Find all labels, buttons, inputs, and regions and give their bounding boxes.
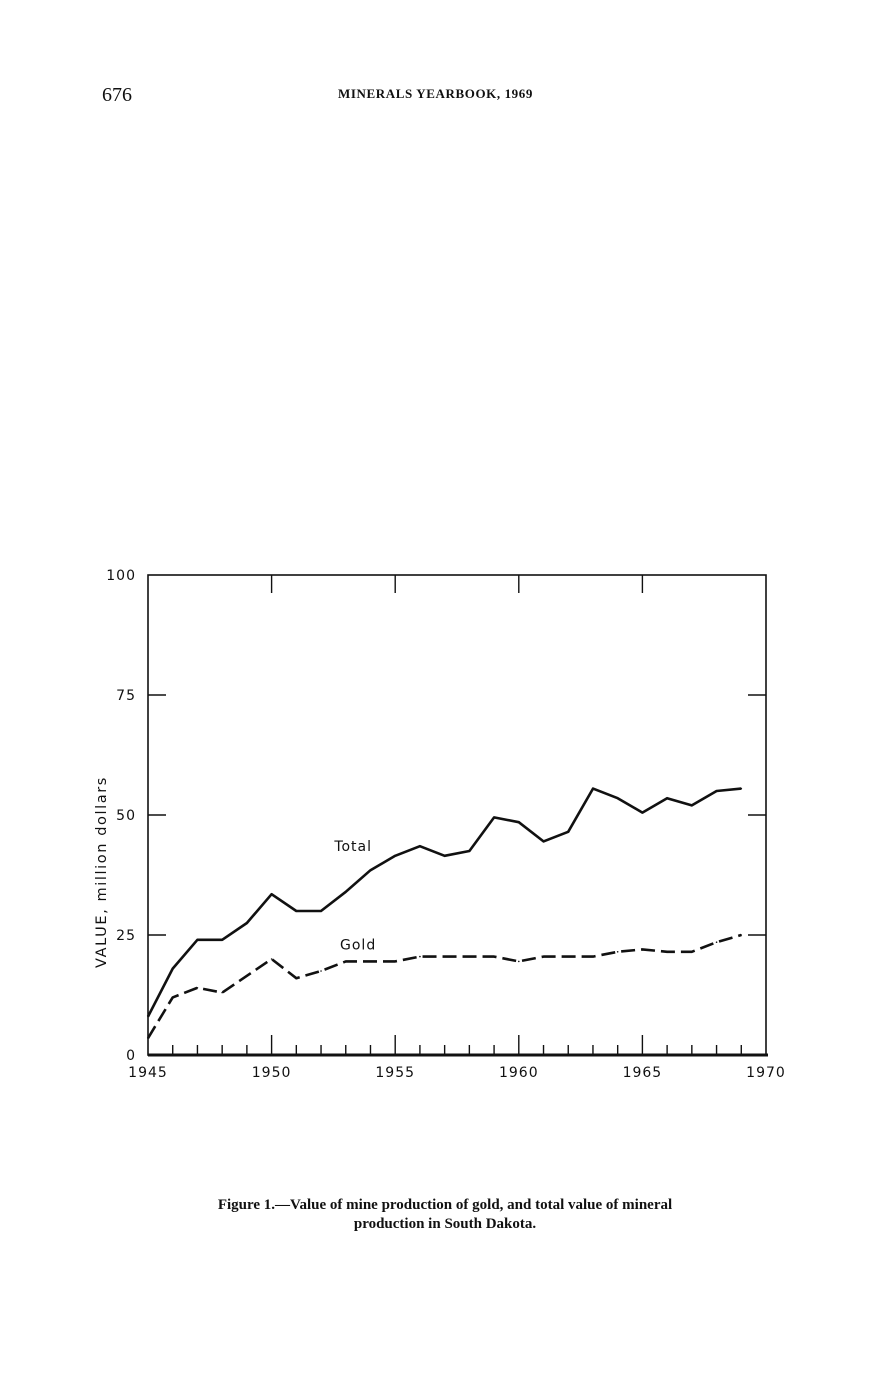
x-tick-label: 1945 (128, 1065, 168, 1081)
data-point-gold (691, 951, 693, 953)
data-point-gold (666, 951, 668, 953)
line-chart: 0 25 50 75 100 1945 1950 1955 1960 1965 1970 VALUE,… (94, 568, 786, 1081)
data-point-total (443, 855, 446, 857)
data-point-gold (344, 960, 347, 963)
y-tick-label: 75 (116, 688, 136, 704)
data-point-total (542, 840, 545, 843)
x-tick-label: 1955 (375, 1065, 415, 1081)
data-point-total (221, 939, 223, 941)
y-tick-label: 25 (116, 928, 136, 944)
x-tick-label: 1965 (623, 1065, 663, 1081)
series-line-total (146, 787, 742, 1018)
data-point-gold (443, 955, 446, 958)
data-point-total (369, 869, 372, 871)
running-head: MINERALS YEARBOOK, 1969 (338, 86, 533, 101)
x-tick-label: 1960 (499, 1065, 539, 1081)
data-point-total (691, 804, 693, 807)
data-point-gold (518, 960, 520, 963)
data-point-total (641, 811, 644, 814)
y-tick-label: 100 (106, 568, 136, 584)
data-point-gold (369, 960, 372, 963)
data-point-gold (592, 955, 594, 958)
series-label-total: Total (333, 839, 372, 855)
data-point-gold (740, 934, 743, 936)
y-tick-label: 50 (116, 808, 136, 824)
data-point-gold (270, 958, 273, 960)
data-point-gold (221, 991, 223, 994)
chart-labels: 0 25 50 75 100 1945 1950 1955 1960 1965 1970 VALUE,… (94, 568, 786, 1081)
x-tick-label: 1970 (746, 1065, 786, 1081)
data-point-gold (320, 970, 322, 972)
data-point-total (320, 910, 322, 912)
data-point-gold (715, 941, 718, 943)
data-point-gold (394, 960, 397, 963)
data-point-total (246, 922, 248, 924)
page-number: 676 (102, 84, 132, 106)
data-point-total (715, 790, 718, 792)
y-axis-title: VALUE, million dollars (94, 776, 110, 968)
data-point-gold (246, 975, 248, 977)
plot-frame (147, 574, 767, 1056)
data-point-gold (171, 996, 174, 999)
data-point-gold (641, 948, 644, 951)
data-point-total (419, 845, 421, 847)
data-point-total (567, 831, 570, 833)
data-point-total (196, 939, 199, 941)
data-point-total (592, 787, 594, 790)
data-point-gold (468, 955, 471, 958)
data-point-total (270, 893, 273, 895)
data-point-gold (196, 987, 199, 989)
figure-caption: Figure 1.—Value of mine production of go… (120, 1196, 770, 1234)
data-point-gold (493, 955, 495, 958)
data-point-gold (542, 955, 545, 958)
chart-series (146, 787, 743, 1039)
data-point-total (493, 816, 495, 819)
data-point-total (666, 797, 668, 799)
data-point-total (171, 967, 174, 970)
data-point-total (518, 821, 520, 823)
data-point-total (394, 855, 397, 857)
data-point-gold (616, 951, 619, 953)
data-point-gold (419, 955, 421, 958)
data-point-total (344, 891, 347, 893)
series-label-gold: Gold (340, 937, 376, 953)
series-line-gold (146, 933, 742, 1039)
data-point-total (740, 787, 743, 790)
data-point-total (468, 850, 471, 852)
data-point-gold (295, 977, 298, 979)
chart-axes (147, 574, 768, 1057)
data-point-gold (567, 955, 570, 958)
data-point-total (295, 910, 298, 912)
y-tick-label: 0 (126, 1048, 136, 1064)
caption-line-2: production in South Dakota. (353, 1216, 537, 1232)
x-tick-label: 1950 (252, 1065, 292, 1081)
caption-line-1: Figure 1.—Value of mine production of go… (217, 1197, 673, 1213)
data-point-gold (147, 1037, 149, 1039)
data-point-total (147, 1015, 149, 1018)
chart-ticks (148, 575, 766, 1055)
data-point-total (616, 797, 619, 799)
